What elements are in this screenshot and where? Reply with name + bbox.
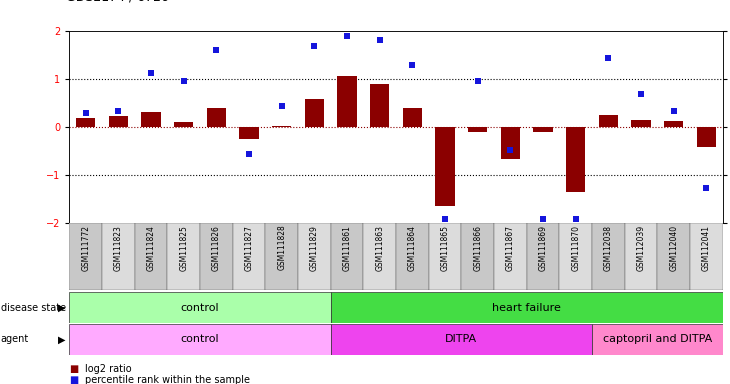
Bar [331,223,364,290]
Bar [167,223,200,290]
Text: GSM111865: GSM111865 [440,225,450,271]
Text: GSM112038: GSM112038 [604,225,613,271]
Point [112,108,124,114]
Text: GSM111827: GSM111827 [245,225,253,271]
Bar [364,223,396,290]
Bar [266,223,298,290]
Text: disease state: disease state [1,303,66,313]
Point [374,37,385,43]
Bar [501,127,520,159]
Bar [200,223,233,290]
Text: GSM111870: GSM111870 [571,225,580,271]
Text: control: control [181,303,219,313]
Bar [435,127,455,206]
Text: control: control [181,334,219,344]
Point [243,151,255,157]
Text: ▶: ▶ [58,334,66,344]
Text: GSM111867: GSM111867 [506,225,515,271]
Bar [631,119,651,127]
Bar [337,76,357,127]
Bar [331,324,592,355]
Text: GSM111864: GSM111864 [408,225,417,271]
Bar [658,223,690,290]
Bar [592,223,625,290]
Point [210,47,222,53]
Bar [402,109,422,127]
Point [668,108,680,114]
Bar [592,324,723,355]
Point [602,55,614,61]
Bar [468,127,488,132]
Bar [298,223,331,290]
Bar [331,292,723,323]
Bar [599,115,618,127]
Text: agent: agent [1,334,29,344]
Bar [102,223,134,290]
Text: GSM111828: GSM111828 [277,225,286,270]
Text: ■: ■ [69,364,79,374]
Text: GSM111772: GSM111772 [81,225,91,271]
Text: GSM111826: GSM111826 [212,225,221,271]
Text: GSM111824: GSM111824 [147,225,155,271]
Text: GSM112041: GSM112041 [702,225,711,271]
Bar [696,127,716,147]
Bar [664,121,683,127]
Bar [566,127,585,192]
Point [276,103,288,109]
Point [472,78,483,84]
Text: GSM111866: GSM111866 [473,225,483,271]
Point [635,91,647,97]
Bar [625,223,658,290]
Text: GSM112040: GSM112040 [669,225,678,271]
Text: ■: ■ [69,375,79,384]
Bar [239,127,259,139]
Bar [527,223,559,290]
Point [341,33,353,40]
Text: GSM111863: GSM111863 [375,225,384,271]
Bar [109,116,128,127]
Bar [429,223,461,290]
Text: log2 ratio: log2 ratio [85,364,132,374]
Bar [174,122,193,127]
Bar [370,84,390,127]
Point [178,78,190,84]
Text: GSM112039: GSM112039 [637,225,645,271]
Bar [134,223,167,290]
Point [407,62,418,68]
Point [309,43,320,49]
Text: GSM111861: GSM111861 [342,225,352,271]
Bar [494,223,527,290]
Bar [304,99,324,127]
Point [80,110,91,116]
Point [145,70,157,76]
Bar [207,109,226,127]
Text: DITPA: DITPA [445,334,477,344]
Bar [76,118,96,127]
Point [570,216,582,222]
Bar [396,223,429,290]
Text: heart failure: heart failure [492,303,561,313]
Bar [233,223,266,290]
Point [701,185,712,191]
Bar [69,292,331,323]
Text: captopril and DITPA: captopril and DITPA [603,334,712,344]
Bar [461,223,494,290]
Point [537,216,549,222]
Bar [141,113,161,127]
Bar [533,127,553,132]
Text: ▶: ▶ [58,303,66,313]
Bar [69,324,331,355]
Text: GDS2174 / 6726: GDS2174 / 6726 [66,0,169,4]
Text: percentile rank within the sample: percentile rank within the sample [85,375,250,384]
Bar [690,223,723,290]
Bar [272,126,291,127]
Text: GSM111823: GSM111823 [114,225,123,271]
Text: GSM111869: GSM111869 [539,225,548,271]
Bar [69,223,102,290]
Bar [559,223,592,290]
Text: GSM111829: GSM111829 [310,225,319,271]
Point [439,216,451,222]
Point [504,147,516,153]
Text: GSM111825: GSM111825 [179,225,188,271]
